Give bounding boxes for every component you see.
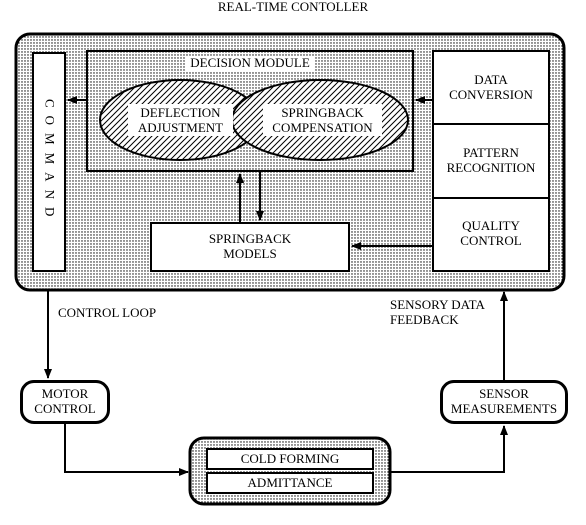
admittance-box: ADMITTANCE	[206, 472, 374, 494]
cold-forming-box: COLD FORMING	[206, 448, 374, 470]
pattern-recognition: PATTERNRECOGNITION	[434, 125, 548, 198]
springback-models-box: SPRINGBACK MODELS	[150, 222, 350, 272]
springback-comp-label: SPRINGBACKCOMPENSATION	[263, 106, 382, 136]
control-loop-label: CONTROL LOOP	[58, 306, 156, 321]
quality-control: QUALITYCONTROL	[434, 199, 548, 270]
decision-module-title: DECISION MODULE	[186, 56, 314, 71]
right-stack: DATACONVERSION PATTERNRECOGNITION QUALIT…	[432, 50, 550, 272]
command-label: COMMAND	[42, 99, 57, 224]
motor-control-box: MOTORCONTROL	[20, 380, 110, 424]
sensor-measurements-box: SENSORMEASUREMENTS	[440, 380, 568, 424]
command-box: COMMAND	[32, 52, 66, 272]
deflection-label: DEFLECTIONADJUSTMENT	[128, 106, 233, 136]
title: REAL-TIME CONTOLLER	[0, 0, 586, 15]
sensory-feedback-label: SENSORY DATAFEEDBACK	[390, 298, 485, 328]
data-conversion: DATACONVERSION	[434, 52, 548, 125]
